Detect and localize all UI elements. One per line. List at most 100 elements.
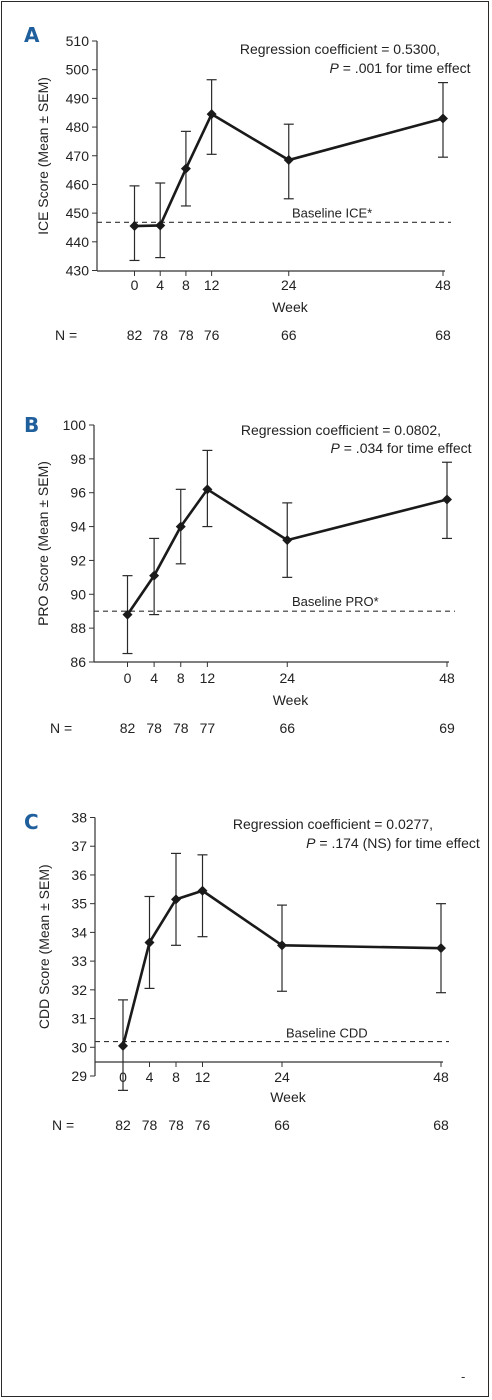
p-value-annotation: P = .001 for time effect	[330, 60, 471, 76]
y-tick-label: 510	[66, 33, 90, 49]
n-value: 66	[279, 720, 295, 736]
p-italic: P	[331, 440, 341, 456]
y-tick-label: 98	[70, 451, 86, 467]
x-tick-label: 48	[435, 277, 451, 293]
n-label: N =	[52, 1117, 74, 1133]
y-tick-label: 38	[71, 810, 87, 826]
x-tick-label: 4	[150, 670, 158, 686]
y-tick-label: 92	[70, 552, 86, 568]
baseline-label: Baseline ICE*	[292, 205, 372, 220]
data-point	[155, 220, 166, 231]
series-line	[121, 889, 442, 1047]
y-tick-label: 36	[71, 867, 87, 883]
panel-letter: A	[24, 23, 40, 47]
y-tick-label: 37	[71, 838, 87, 854]
data-point	[442, 494, 452, 505]
corner-mark: -	[461, 1369, 466, 1384]
regression-annotation: Regression coefficient = 0.0277,	[233, 816, 433, 832]
x-tick-label: 8	[172, 1069, 180, 1085]
p-text: = .174 (NS) for time effect	[316, 835, 480, 851]
data-point	[122, 609, 133, 620]
y-tick-label: 460	[66, 176, 90, 192]
x-tick-label: 48	[433, 1069, 449, 1085]
y-tick-label: 33	[71, 953, 87, 969]
x-tick-label: 4	[156, 277, 164, 293]
y-tick-label: 90	[70, 586, 86, 602]
n-value: 68	[433, 1117, 449, 1133]
panel-letter: C	[24, 810, 39, 834]
n-value: 78	[168, 1117, 184, 1133]
p-italic: P	[330, 60, 340, 76]
y-tick-label: 440	[66, 234, 90, 250]
x-tick-label: 0	[124, 670, 132, 686]
x-axis-title: Week	[272, 299, 309, 315]
n-label: N =	[55, 327, 77, 343]
p-text: = .034 for time effect	[340, 440, 472, 456]
n-value: 77	[200, 720, 216, 736]
n-value: 78	[152, 327, 168, 343]
p-italic: P	[306, 835, 316, 851]
data-point	[118, 1040, 128, 1051]
y-tick-label: 94	[70, 519, 86, 535]
y-tick-label: 34	[71, 924, 87, 940]
baseline-label: Baseline CDD	[286, 1026, 368, 1041]
y-tick-label: 88	[70, 620, 86, 636]
n-value: 82	[115, 1117, 131, 1133]
data-point	[175, 521, 186, 532]
n-value: 78	[146, 720, 162, 736]
baseline-label: Baseline PRO*	[292, 594, 379, 609]
y-tick-label: 86	[70, 654, 86, 670]
x-tick-label: 0	[131, 277, 139, 293]
data-point	[202, 484, 213, 495]
x-tick-label: 12	[200, 670, 216, 686]
n-value: 76	[195, 1117, 211, 1133]
panel-letter: B	[24, 413, 39, 437]
regression-annotation: Regression coefficient = 0.0802,	[241, 422, 441, 438]
data-point	[144, 937, 155, 948]
p-value-annotation: P = .034 for time effect	[331, 440, 472, 456]
x-tick-label: 24	[274, 1069, 290, 1085]
n-value: 66	[274, 1117, 290, 1133]
data-point	[283, 155, 294, 166]
y-tick-label: 430	[66, 263, 90, 279]
y-tick-label: 35	[71, 896, 87, 912]
n-value: 69	[439, 720, 455, 736]
data-point	[149, 570, 160, 581]
x-axis-title: Week	[270, 1089, 307, 1105]
y-tick-label: 32	[71, 982, 87, 998]
n-value: 78	[173, 720, 189, 736]
data-point	[129, 221, 140, 232]
y-tick-label: 29	[71, 1068, 87, 1084]
y-axis-title: PRO Score (Mean ± SEM)	[35, 461, 51, 626]
n-value: 76	[204, 327, 220, 343]
y-tick-label: 480	[66, 119, 90, 135]
n-value: 66	[281, 327, 297, 343]
n-label: N =	[50, 720, 72, 736]
p-text: = .001 for time effect	[339, 60, 471, 76]
x-tick-label: 8	[182, 277, 190, 293]
y-tick-label: 30	[71, 1039, 87, 1055]
n-value: 68	[435, 327, 451, 343]
data-point	[171, 894, 181, 905]
data-point	[180, 163, 191, 174]
regression-annotation: Regression coefficient = 0.5300,	[240, 41, 440, 57]
chart-panel-c: C29303132333435363738048122448WeekCDD Sc…	[24, 810, 480, 1134]
y-tick-label: 96	[70, 485, 86, 501]
data-point	[197, 885, 208, 896]
x-tick-label: 4	[146, 1069, 154, 1085]
x-axis-title: Week	[273, 692, 310, 708]
series-line	[126, 487, 448, 616]
n-value: 78	[142, 1117, 158, 1133]
y-tick-label: 100	[63, 417, 87, 433]
y-tick-label: 490	[66, 90, 90, 106]
n-value: 78	[178, 327, 194, 343]
x-tick-label: 24	[281, 277, 297, 293]
x-tick-label: 12	[195, 1069, 211, 1085]
data-point	[282, 535, 293, 546]
data-point	[206, 109, 217, 120]
x-tick-label: 48	[439, 670, 455, 686]
